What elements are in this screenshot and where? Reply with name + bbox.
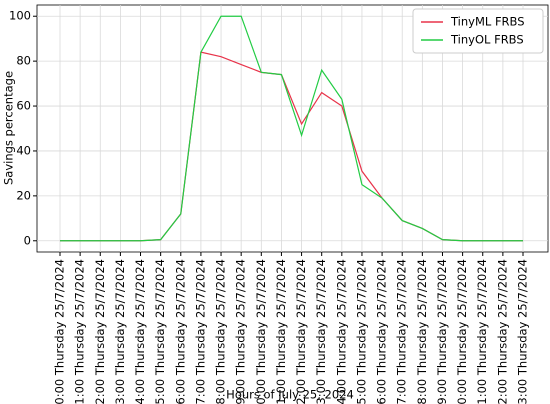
- x-tick-label: 23:00 Thursday 25/7/2024: [516, 259, 530, 404]
- x-tick-label: 3:00 Thursday 25/7/2024: [113, 259, 127, 404]
- y-tick-label: 0: [24, 233, 31, 247]
- y-axis-label: Savings percentage: [2, 71, 16, 185]
- x-tick-label: 12:00 Thursday 25/7/2024: [294, 259, 308, 404]
- legend-box: [412, 8, 544, 54]
- y-tick-label: 60: [16, 99, 31, 113]
- x-tick-label: 0:00 Thursday 25/7/2024: [53, 259, 67, 404]
- plot-frame: [36, 4, 549, 253]
- x-tick-label: 2:00 Thursday 25/7/2024: [93, 259, 107, 404]
- series-line: [60, 15, 523, 242]
- y-tick-label: 100: [9, 9, 31, 23]
- x-tick-label: 17:00 Thursday 25/7/2024: [395, 259, 409, 404]
- y-tick-label: 80: [16, 54, 31, 68]
- series-line: [60, 51, 523, 242]
- x-tick-label: 21:00 Thursday 25/7/2024: [475, 259, 489, 404]
- x-tick-label: 18:00 Thursday 25/7/2024: [415, 259, 429, 404]
- x-tick-label: 5:00 Thursday 25/7/2024: [153, 259, 167, 404]
- x-tick-label: 14:00 Thursday 25/7/2024: [334, 259, 348, 404]
- x-tick-label: 6:00 Thursday 25/7/2024: [173, 259, 187, 404]
- x-tick-label: 7:00 Thursday 25/7/2024: [193, 259, 207, 404]
- x-tick-label: 8:00 Thursday 25/7/2024: [214, 259, 228, 404]
- legend-label: TinyOL FRBS: [450, 33, 524, 47]
- legend-label: TinyML FRBS: [450, 15, 525, 29]
- y-tick-label: 40: [16, 143, 31, 157]
- x-tick-label: 22:00 Thursday 25/7/2024: [495, 259, 509, 404]
- x-tick-label: 19:00 Thursday 25/7/2024: [435, 259, 449, 404]
- x-tick-label: 16:00 Thursday 25/7/2024: [375, 259, 389, 404]
- y-tick-label: 20: [16, 188, 31, 202]
- x-tick-label: 10:00 Thursday 25/7/2024: [254, 259, 268, 404]
- x-tick-label: 20:00 Thursday 25/7/2024: [455, 259, 469, 404]
- x-axis-label: Hours of July 25, 2024: [226, 388, 354, 402]
- x-tick-label: 1:00 Thursday 25/7/2024: [73, 259, 87, 404]
- x-tick-label: 13:00 Thursday 25/7/2024: [314, 259, 328, 404]
- x-tick-label: 11:00 Thursday 25/7/2024: [274, 259, 288, 404]
- x-tick-label: 15:00 Thursday 25/7/2024: [354, 259, 368, 404]
- x-tick-label: 4:00 Thursday 25/7/2024: [133, 259, 147, 404]
- x-tick-label: 9:00 Thursday 25/7/2024: [234, 259, 248, 404]
